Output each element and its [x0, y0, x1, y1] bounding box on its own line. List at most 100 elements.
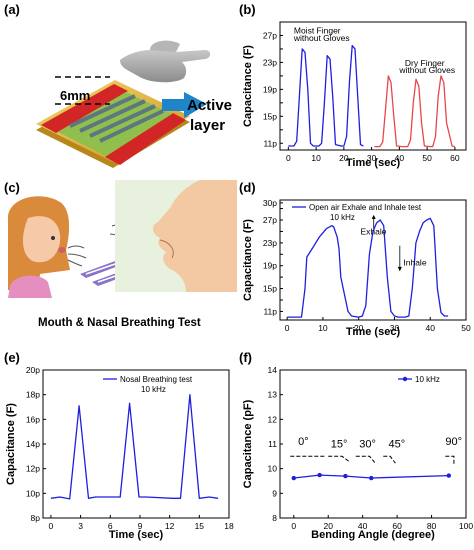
- y-tick-label: 30p: [263, 198, 277, 208]
- x-tick-label: 12: [165, 521, 175, 531]
- active-layer-arrow-icon: [162, 92, 207, 118]
- x-tick-label: 50: [422, 153, 432, 163]
- y-tick-label: 23p: [263, 57, 277, 67]
- y-tick-label: 9: [272, 488, 277, 498]
- y-axis-label: Capacitance (F): [5, 403, 17, 485]
- pointing-hand-icon: [120, 40, 211, 83]
- data-point: [369, 475, 374, 481]
- y-tick-label: 10: [268, 464, 278, 474]
- x-axis-label: Time (sec): [109, 529, 164, 541]
- bend-profile-line: [445, 455, 455, 465]
- inhale-arrowhead-icon: [397, 266, 402, 272]
- bend-profile-line: [355, 455, 376, 463]
- x-axis-label: Time (sec): [346, 326, 401, 338]
- x-tick-label: 3: [78, 521, 83, 531]
- y-tick-label: 12: [268, 414, 278, 424]
- y-tick-label: 15p: [263, 111, 277, 121]
- x-tick-label: 30: [367, 153, 377, 163]
- y-tick-label: 14p: [26, 439, 40, 449]
- bend-profile-line: [383, 455, 396, 464]
- y-tick-label: 18p: [26, 390, 40, 400]
- legend-marker: [402, 376, 408, 382]
- x-tick-label: 20: [323, 521, 333, 531]
- y-tick-label: 27p: [263, 30, 277, 40]
- x-tick-label: 0: [49, 521, 54, 531]
- annotation-label: Moist Finger: [294, 25, 341, 35]
- annotation-label: without Gloves: [293, 33, 350, 43]
- sensor-substrate: [36, 80, 190, 168]
- series-line-b-1: [374, 75, 456, 148]
- chart-f: 0 20 40 60 80 100 8 9 10 11 12 13 14 Bending Angle (d…: [242, 365, 473, 541]
- breathing-test-caption: Mouth & Nasal Breathing Test: [38, 317, 201, 329]
- annotation-label: Inhale: [403, 258, 426, 268]
- panel-c: (c) Mouth & Nasal Breathing Test: [0, 178, 237, 348]
- legend-label: 10 kHz: [415, 375, 440, 384]
- y-tick-label: 19p: [263, 84, 277, 94]
- x-tick-label: 30: [390, 323, 400, 333]
- x-tick-label: 10: [311, 153, 321, 163]
- y-axis-label: Capacitance (F): [242, 45, 254, 127]
- exhale-arrowhead-icon: [371, 214, 376, 219]
- x-tick-label: 20: [354, 323, 364, 333]
- x-tick-label: 40: [425, 323, 435, 333]
- x-tick-label: 15: [195, 521, 205, 531]
- legend-sublabel: 10 kHz: [330, 213, 355, 222]
- bend-angle-label: 15°: [331, 439, 348, 451]
- x-tick-label: 80: [427, 521, 437, 531]
- series-line-b-0: [288, 44, 364, 147]
- x-tick-label: 6: [108, 521, 113, 531]
- bend-angle-label: 45°: [389, 439, 406, 451]
- x-axis-label: Time (sec): [346, 157, 401, 169]
- chart-e: 0 3 6 9 12 15 18 8p 10p 12p 14p 16p 18p 20p Time (sec)…: [5, 365, 234, 541]
- x-tick-label: 0: [286, 153, 291, 163]
- x-tick-label: 60: [392, 521, 402, 531]
- panel-label-d: (d): [239, 180, 256, 195]
- y-tick-label: 11: [268, 439, 277, 449]
- y-tick-label: 23p: [263, 238, 277, 248]
- x-tick-label: 0: [285, 323, 290, 333]
- plot-frame-d: [279, 199, 467, 321]
- x-tick-label: 18: [224, 521, 234, 531]
- panel-f: (f) 0 20 40 60 80 100 8 9 10 11 12 13 14 Bending Angl…: [237, 348, 474, 550]
- legend-sublabel: 10 kHz: [141, 385, 166, 394]
- y-tick-label: 16p: [26, 414, 40, 424]
- x-tick-label: 60: [450, 153, 460, 163]
- legend-label: Open air Exhale and Inhale test: [309, 203, 422, 212]
- panel-label-e: (e): [4, 350, 20, 365]
- panel-label-f: (f): [239, 350, 252, 365]
- face-profile-icon: [115, 180, 237, 292]
- data-point: [446, 473, 451, 478]
- data-point: [343, 473, 348, 479]
- x-tick-label: 50: [461, 323, 471, 333]
- bend-angle-label: 90°: [445, 436, 462, 448]
- chart-d: 0 10 20 30 40 50 11p 15p 19p 23p 27p 30p Time (sec) C…: [242, 198, 471, 338]
- panel-label-b: (b): [239, 2, 256, 17]
- active-layer-label-2: layer: [190, 117, 225, 134]
- x-tick-label: 10: [318, 323, 328, 333]
- y-tick-label: 12p: [26, 464, 40, 474]
- annotation-label: Dry Finger: [405, 58, 445, 68]
- x-axis-label: Bending Angle (degree): [311, 529, 435, 541]
- y-tick-label: 13: [268, 390, 278, 400]
- y-axis-label: Capacitance (pF): [242, 399, 254, 488]
- y-tick-label: 11p: [263, 306, 277, 316]
- x-tick-label: 9: [138, 521, 143, 531]
- panel-a: (a): [0, 0, 237, 178]
- y-axis-label: Capacitance (F): [242, 219, 254, 301]
- panel-label-c: (c): [4, 180, 20, 195]
- panel-label-a: (a): [4, 2, 20, 17]
- x-tick-label: 0: [291, 521, 296, 531]
- x-tick-label: 100: [459, 521, 473, 531]
- data-point: [291, 475, 296, 481]
- bend-angle-label: 0°: [298, 436, 309, 448]
- dimension-label: 6mm: [60, 88, 90, 103]
- panel-e: (e) 0 3 6 9 12 15 18 8p 10p 12p 14p 16p 18p 20p Time (…: [0, 348, 237, 550]
- x-tick-label: 20: [339, 153, 349, 163]
- series-line-d-0: [287, 217, 449, 318]
- series-line-e-0: [50, 394, 219, 500]
- plot-frame-b: [279, 21, 467, 151]
- panel-d: (d) 0 10 20 30 40 50 11p 15p 19p 23p 27p 30p Time (s…: [237, 178, 474, 348]
- sensor-illustration: 6mm Active layer: [36, 40, 232, 168]
- breathing-illustration: [8, 180, 237, 298]
- x-tick-label: 40: [358, 521, 368, 531]
